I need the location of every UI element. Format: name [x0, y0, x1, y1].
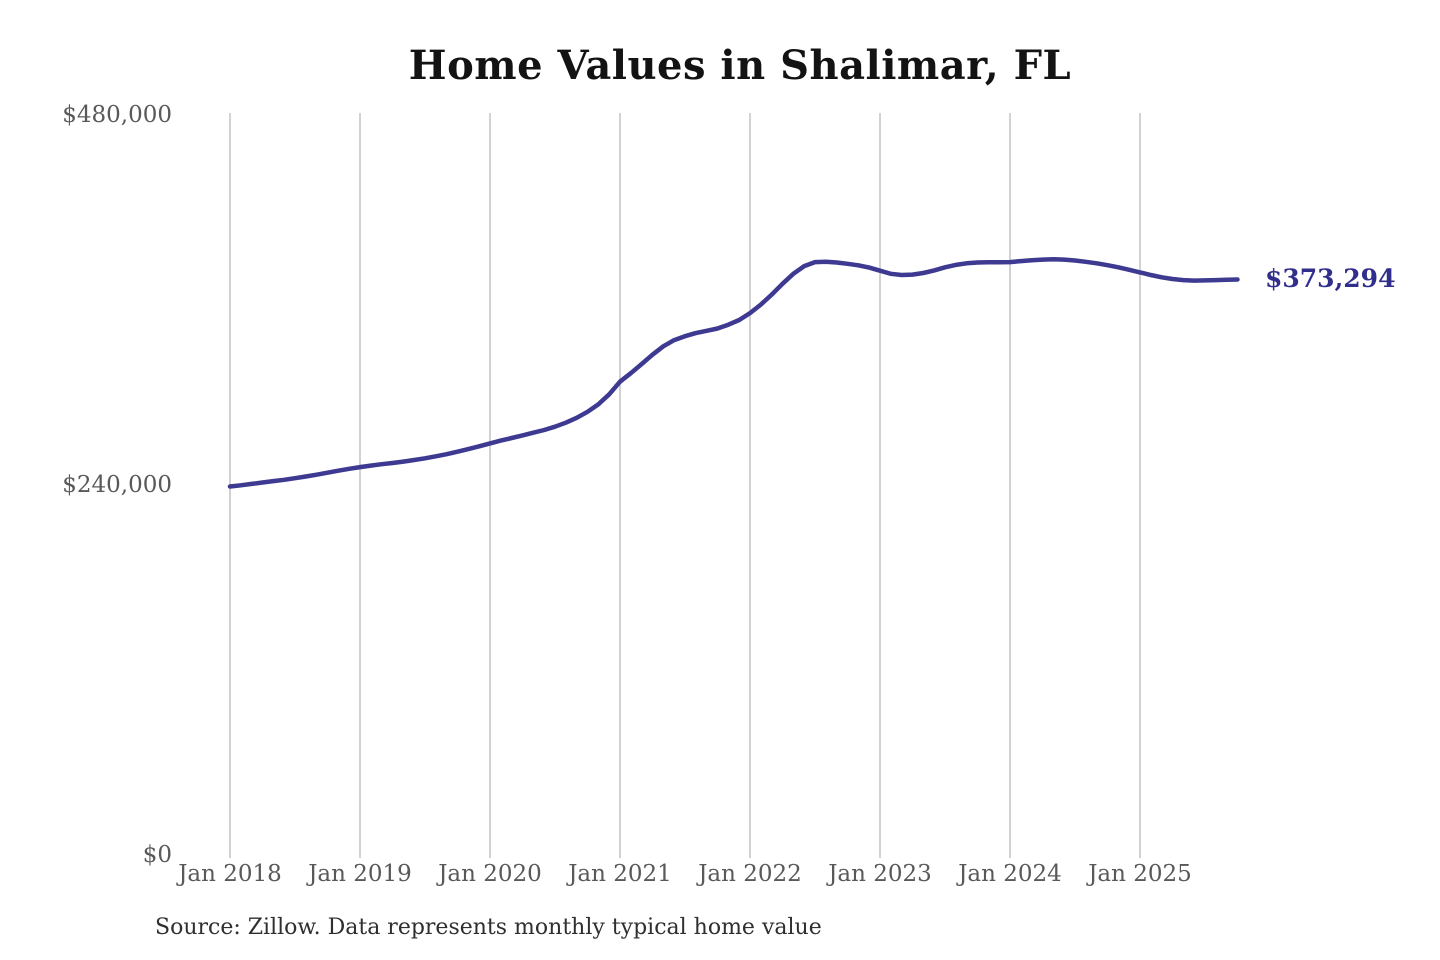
- y-axis-tick-label: $240,000: [62, 472, 172, 498]
- y-axis-tick-label: $0: [142, 842, 172, 868]
- x-axis-tick-label: Jan 2022: [698, 861, 802, 887]
- x-axis-tick-label: Jan 2023: [828, 861, 932, 887]
- x-axis-tick-label: Jan 2018: [178, 861, 282, 887]
- chart-title: Home Values in Shalimar, FL: [408, 42, 1072, 89]
- source-note: Source: Zillow. Data represents monthly …: [155, 915, 822, 940]
- x-axis-tick-label: Jan 2019: [308, 861, 412, 887]
- x-axis-tick-label: Jan 2025: [1088, 861, 1192, 887]
- x-axis-tick-label: Jan 2021: [568, 861, 672, 887]
- y-axis-tick-label: $480,000: [62, 102, 172, 128]
- home-value-line: [227, 257, 1240, 489]
- x-axis-tick-label: Jan 2024: [958, 861, 1062, 887]
- final-value-label: $373,294: [1265, 263, 1396, 293]
- x-axis-tick-label: Jan 2020: [438, 861, 542, 887]
